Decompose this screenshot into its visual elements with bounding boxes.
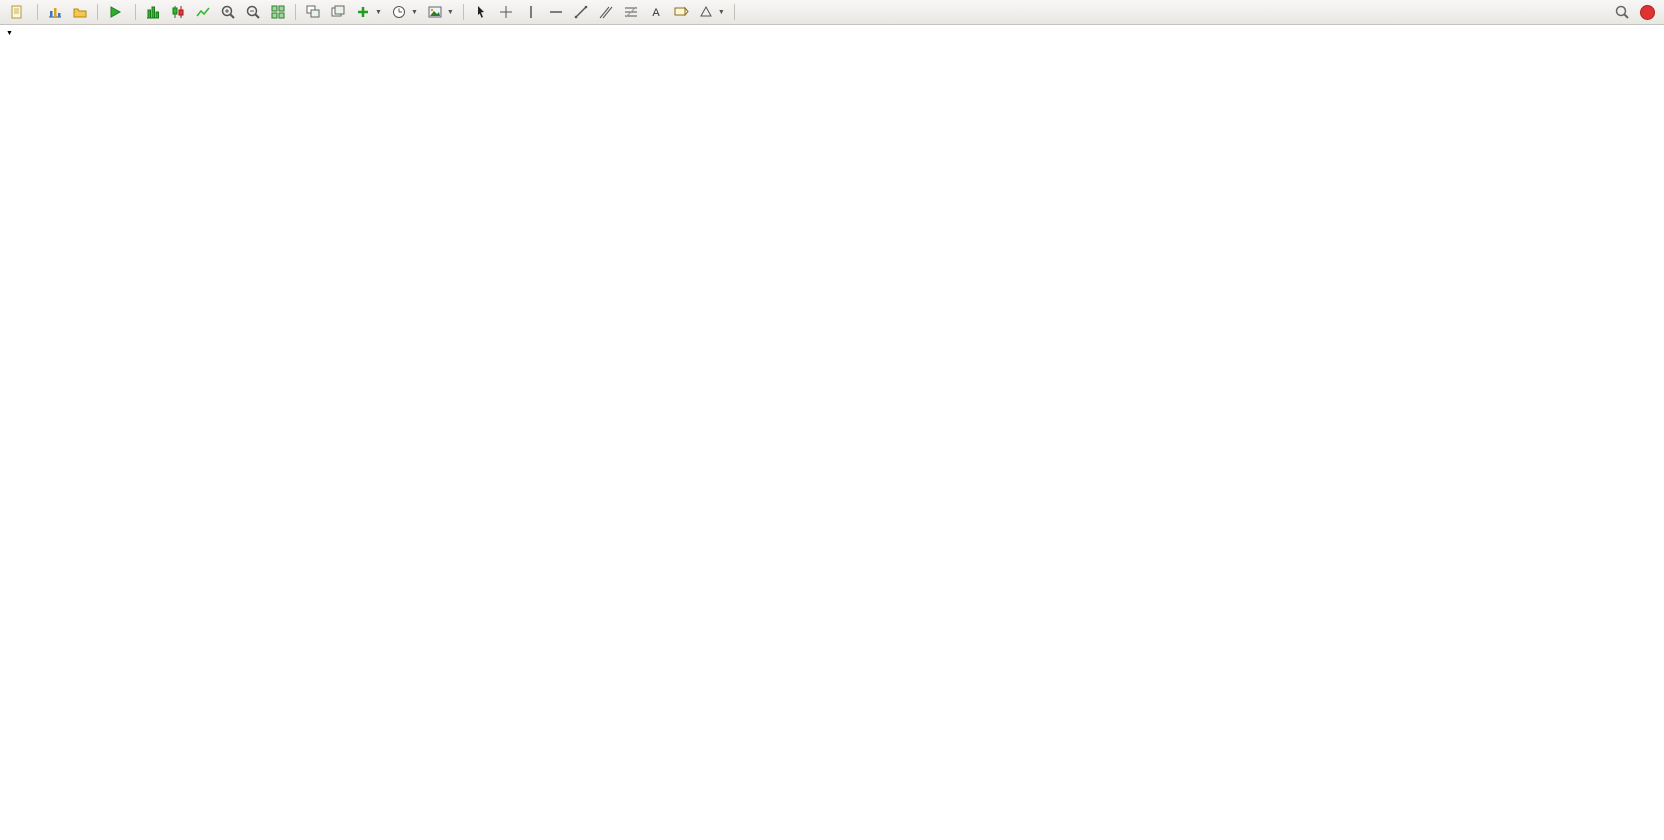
add-indicator-icon bbox=[358, 7, 368, 17]
chart-header: ▼ bbox=[6, 28, 23, 39]
zoom-in-icon bbox=[221, 5, 235, 19]
template-icon bbox=[428, 6, 442, 18]
svg-text:A: A bbox=[652, 7, 660, 19]
vertical-line-icon bbox=[530, 6, 532, 18]
market-watch-icon bbox=[49, 8, 61, 18]
fibonacci-button[interactable] bbox=[619, 2, 643, 23]
notification-badge[interactable] bbox=[1640, 4, 1655, 20]
zoom-in-button[interactable] bbox=[216, 2, 240, 23]
candlestick-icon bbox=[172, 6, 184, 18]
market-watch-button[interactable] bbox=[43, 2, 67, 23]
toolbar-separator bbox=[135, 4, 136, 20]
hline-button[interactable] bbox=[544, 2, 568, 23]
arrange-charts-button[interactable] bbox=[301, 2, 325, 23]
search-icon bbox=[1615, 5, 1629, 19]
template-button[interactable]: ▼ bbox=[423, 2, 458, 23]
toolbar-separator bbox=[462, 4, 464, 20]
label-button[interactable] bbox=[669, 2, 693, 23]
cascade-charts-icon bbox=[331, 5, 345, 17]
autotrading-button[interactable] bbox=[103, 2, 130, 23]
cursor-icon bbox=[477, 6, 484, 18]
tile-windows-icon bbox=[271, 5, 285, 19]
chart-canvas[interactable] bbox=[0, 25, 1664, 840]
trendline-icon bbox=[574, 5, 588, 19]
chart-line-button[interactable] bbox=[191, 2, 215, 23]
zoom-out-icon bbox=[246, 5, 260, 19]
channel-button[interactable] bbox=[594, 2, 618, 23]
text-button[interactable]: A bbox=[644, 2, 668, 23]
toolbar-separator bbox=[733, 4, 735, 20]
text-icon: A bbox=[652, 7, 660, 19]
horizontal-line-icon bbox=[549, 11, 562, 13]
chevron-down-icon: ▼ bbox=[717, 8, 725, 16]
shapes-button[interactable]: ▼ bbox=[694, 2, 729, 23]
search-button[interactable] bbox=[1610, 2, 1634, 23]
cascade-charts-button[interactable] bbox=[326, 2, 350, 23]
new-order-icon bbox=[11, 5, 22, 19]
crosshair-button[interactable] bbox=[494, 2, 518, 23]
add-indicator-button[interactable]: ▼ bbox=[351, 2, 386, 23]
autotrading-icon bbox=[110, 6, 122, 18]
crosshair-icon bbox=[499, 6, 512, 18]
chevron-down-icon: ▼ bbox=[446, 8, 454, 16]
chart-candles-button[interactable] bbox=[166, 2, 190, 23]
toolbar-separator bbox=[37, 4, 38, 20]
line-chart-icon bbox=[196, 7, 210, 17]
chart-bars-button[interactable] bbox=[141, 2, 165, 23]
arrange-charts-icon bbox=[306, 5, 320, 18]
tile-windows-button[interactable] bbox=[266, 2, 290, 23]
label-icon bbox=[674, 6, 689, 17]
zoom-out-button[interactable] bbox=[241, 2, 265, 23]
navigator-icon bbox=[73, 8, 87, 18]
bar-chart-icon bbox=[147, 6, 159, 19]
chevron-down-icon: ▼ bbox=[375, 8, 382, 16]
chevron-down-icon: ▼ bbox=[410, 8, 418, 16]
chart-region: ▼ bbox=[0, 25, 1664, 840]
cursor-button[interactable] bbox=[469, 2, 493, 23]
toolbar-separator bbox=[97, 4, 98, 20]
period-selector-button[interactable]: ▼ bbox=[387, 2, 422, 23]
toolbar-separator bbox=[295, 4, 296, 20]
fibonacci-icon bbox=[624, 6, 637, 18]
new-order-button[interactable] bbox=[5, 2, 32, 23]
vline-button[interactable] bbox=[519, 2, 543, 23]
toolbar-right bbox=[1610, 2, 1659, 23]
trendline-button[interactable] bbox=[569, 2, 593, 23]
shapes-icon bbox=[699, 5, 712, 17]
toolbar: ▼ ▼ ▼ A ▼ bbox=[0, 0, 1664, 25]
clock-icon bbox=[392, 6, 405, 18]
navigator-button[interactable] bbox=[68, 2, 92, 23]
symbol-expand-icon[interactable]: ▼ bbox=[6, 30, 13, 37]
channel-icon bbox=[599, 6, 613, 19]
